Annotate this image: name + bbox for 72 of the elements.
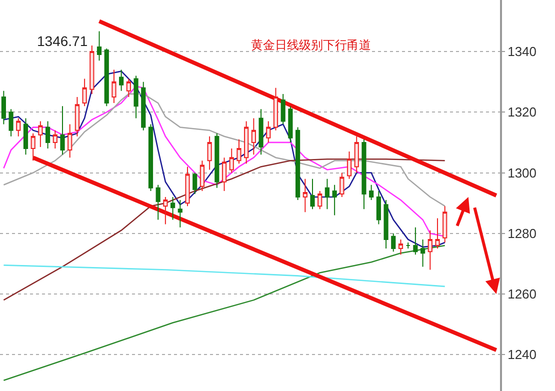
candlestick	[318, 190, 322, 210]
candlestick	[45, 120, 50, 150]
candlestick	[391, 232, 396, 252]
candlestick	[295, 126, 300, 201]
y-tick-label: 1280	[508, 226, 537, 241]
line-series	[3, 158, 446, 301]
candlestick	[273, 87, 278, 131]
candlestick	[82, 78, 87, 107]
candlestick	[428, 230, 432, 270]
y-tick-label: 1260	[508, 286, 537, 302]
candlestick	[178, 200, 182, 228]
candlestick	[23, 118, 28, 156]
candlestick	[420, 238, 426, 268]
candlestick	[68, 124, 72, 158]
candlestick	[332, 184, 337, 216]
y-tick-label: 1240	[508, 347, 537, 362]
candlestick	[302, 178, 308, 213]
candlestick	[266, 120, 271, 143]
candlestick	[38, 120, 43, 148]
candlestick	[119, 69, 124, 92]
candlestick	[340, 172, 344, 198]
candlestick	[134, 75, 138, 119]
candlestick	[398, 238, 404, 256]
candlestick	[1, 90, 6, 125]
y-tick-label: 1320	[508, 104, 537, 120]
candlestick	[251, 118, 256, 156]
candlestick	[200, 160, 205, 192]
candlestick	[60, 106, 65, 156]
candlestick	[96, 30, 102, 62]
candlestick	[207, 136, 212, 170]
candlestick	[435, 218, 440, 250]
candlestick	[148, 124, 154, 192]
candlestick	[126, 78, 131, 98]
line-series	[3, 264, 446, 288]
candlestick	[229, 148, 234, 174]
candlestick	[376, 190, 381, 225]
candlestick	[90, 44, 94, 94]
candlestick	[324, 178, 330, 210]
candlestick	[442, 206, 448, 243]
candlestick	[236, 138, 242, 164]
candlestick	[288, 106, 293, 143]
candlestick	[192, 172, 198, 194]
candlestick	[30, 132, 36, 162]
candlestick	[310, 178, 315, 210]
candlestick	[354, 136, 359, 174]
candlestick	[112, 69, 116, 104]
y-tick-label: 1340	[508, 44, 537, 60]
candlestick	[8, 108, 14, 137]
candlestick	[362, 138, 366, 210]
candlestick	[222, 157, 227, 192]
candlestick	[406, 242, 410, 250]
candlestick	[280, 93, 286, 125]
candlestick	[346, 151, 352, 180]
candlestick	[141, 81, 146, 131]
candlestick	[369, 184, 374, 201]
annotation: 1346.71	[37, 33, 88, 49]
candlestick	[74, 96, 80, 137]
candlestick	[156, 184, 160, 220]
text: 黄金日线级别下行甬道	[250, 38, 371, 52]
candlestick	[170, 196, 176, 220]
candlestick	[104, 48, 109, 107]
candlestick	[384, 200, 388, 250]
candlestick	[258, 108, 264, 156]
candlestick	[16, 118, 21, 137]
candlestick	[413, 226, 418, 256]
y-tick-label: 1300	[508, 165, 537, 180]
candlestick	[52, 130, 58, 150]
candlestick	[163, 196, 168, 225]
candlestick	[244, 120, 249, 164]
line-series	[3, 244, 446, 382]
candlestick	[185, 166, 190, 207]
candlestick	[214, 132, 220, 188]
